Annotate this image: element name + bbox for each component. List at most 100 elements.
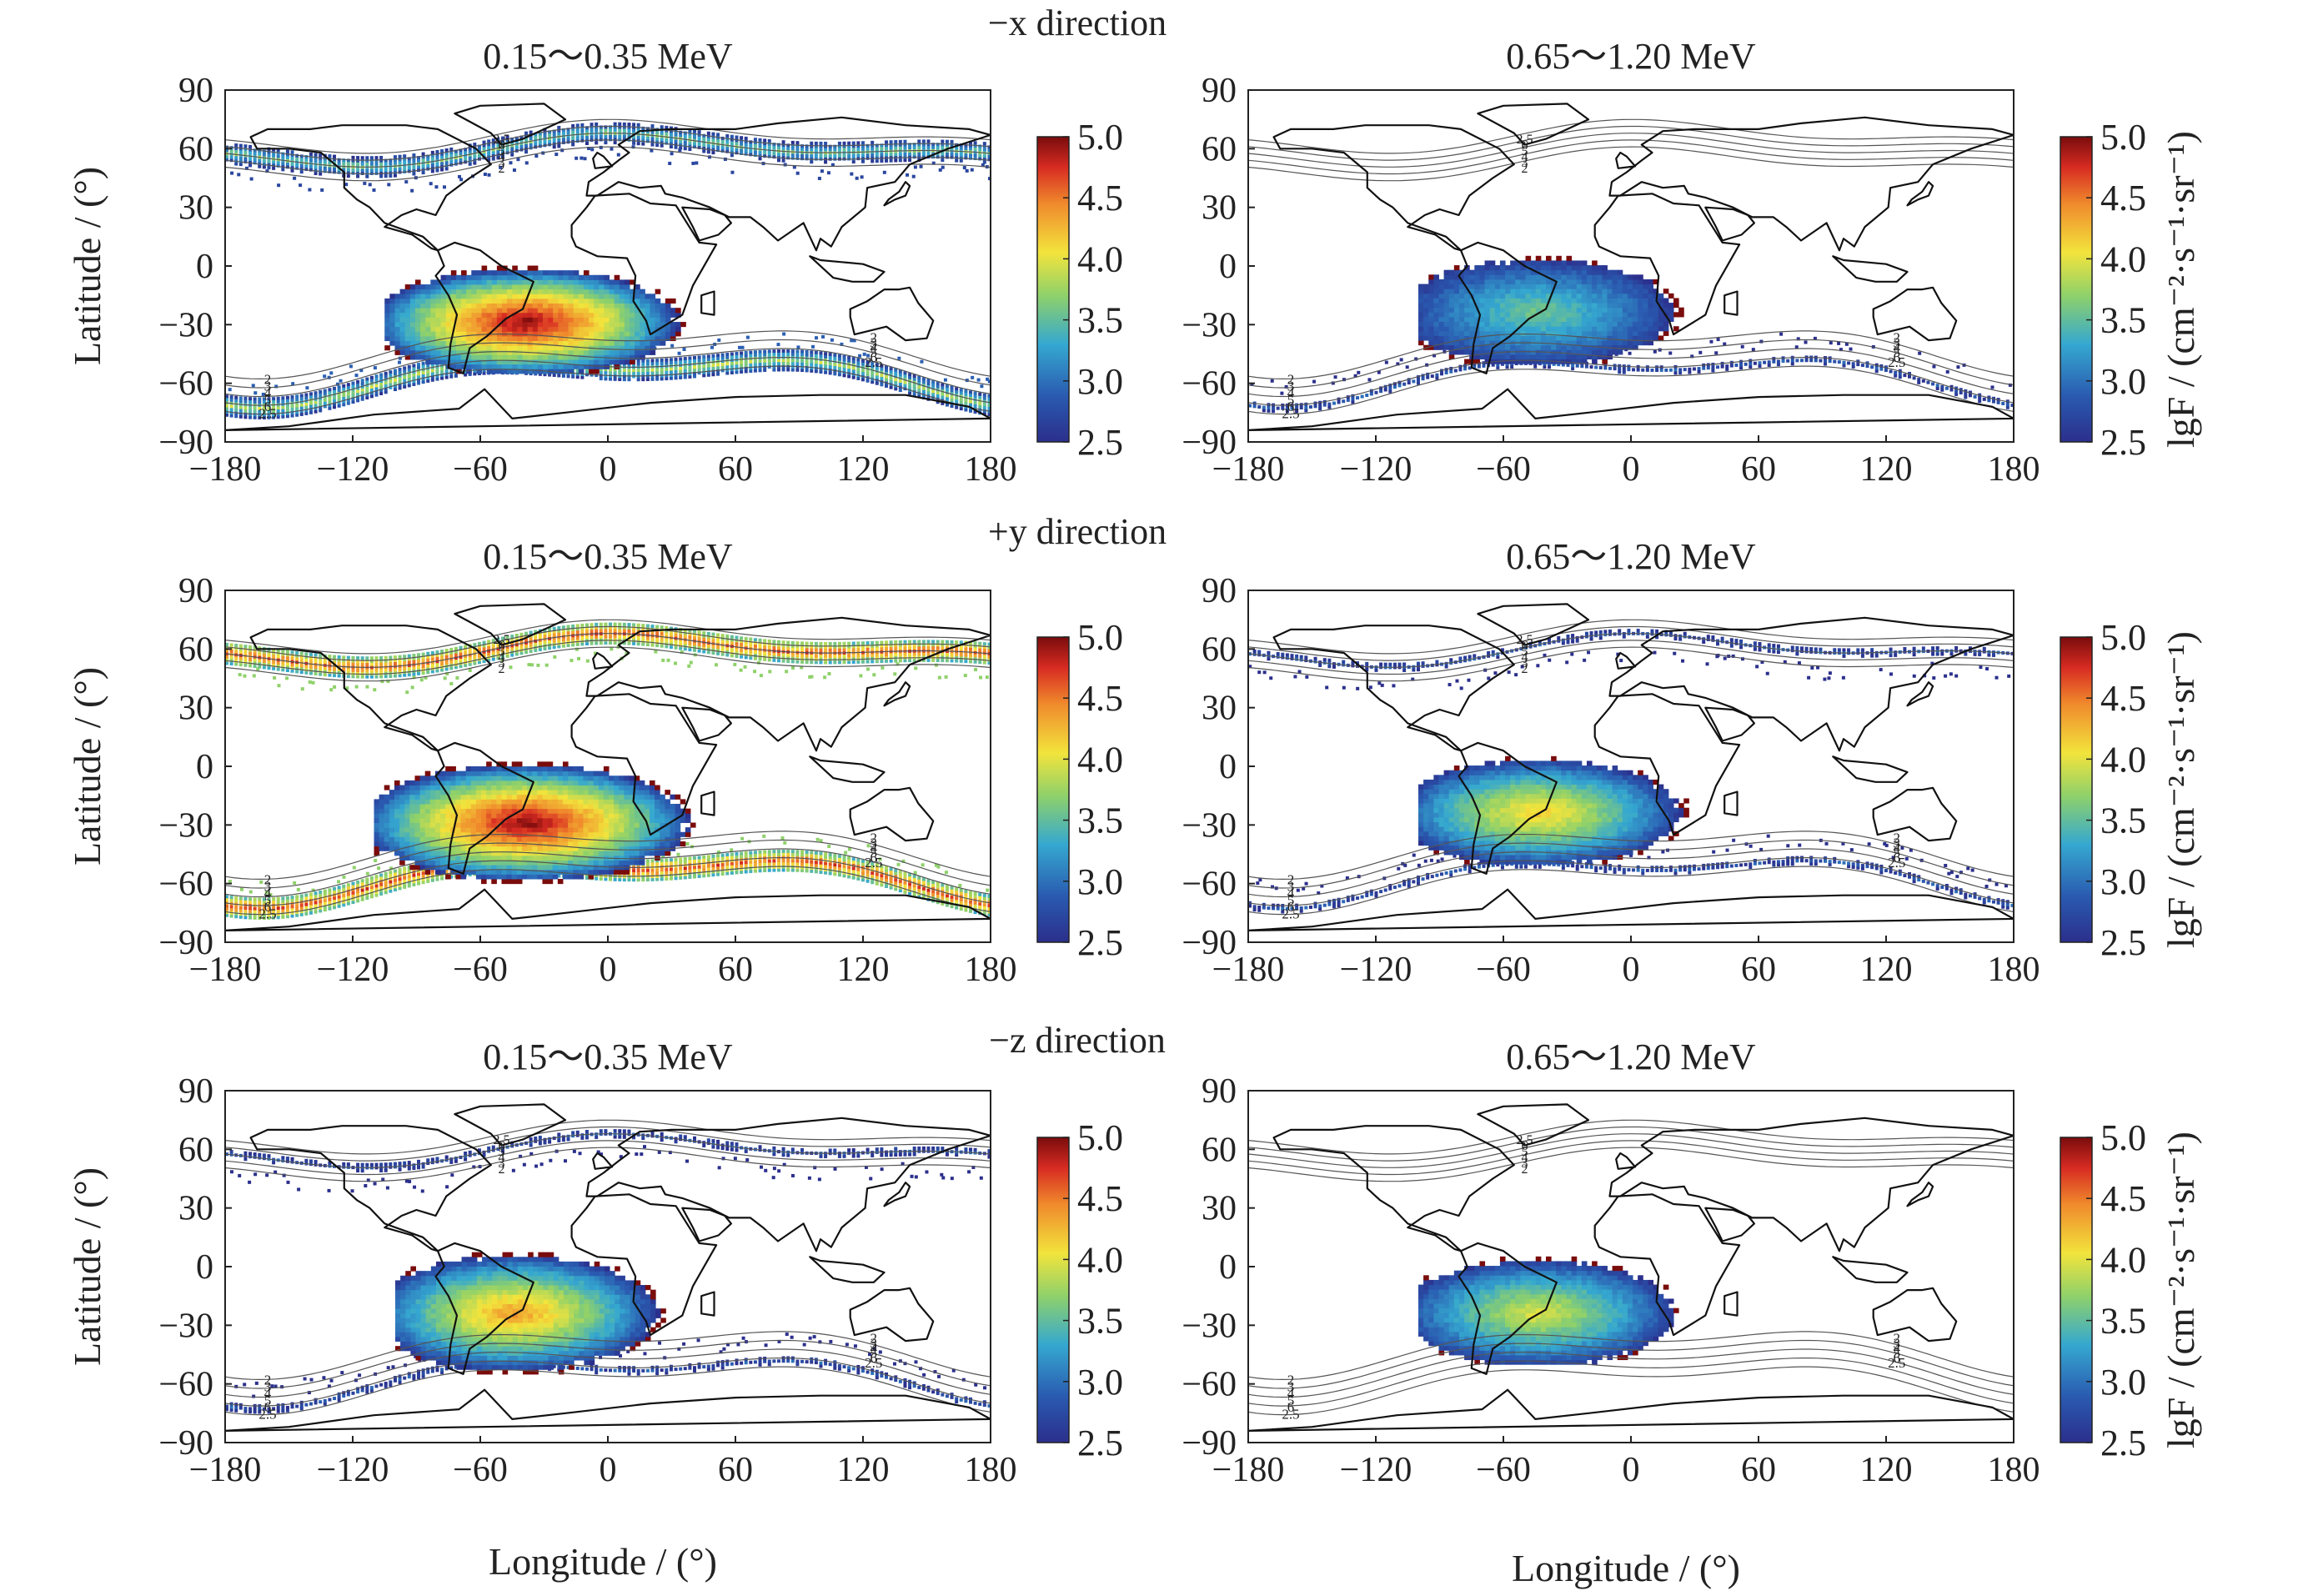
saa-cell <box>517 354 523 360</box>
saa-cell <box>532 322 539 328</box>
belt-point <box>674 373 678 377</box>
belt-point <box>238 663 243 667</box>
belt-point <box>328 397 332 401</box>
contour-line <box>1248 133 2014 168</box>
belt-point <box>894 380 898 384</box>
saa-cell <box>1525 298 1532 304</box>
belt-point <box>650 368 655 372</box>
saa-cell <box>517 349 523 355</box>
saa-cell <box>440 274 447 280</box>
belt-point <box>758 157 762 161</box>
saa-cell <box>1530 289 1537 294</box>
saa-cell <box>1586 316 1593 323</box>
belt-point <box>552 374 556 378</box>
saa-cell <box>1592 279 1598 285</box>
belt-point <box>575 127 580 131</box>
belt-point <box>913 165 917 169</box>
saa-cell <box>604 274 610 280</box>
saa-cell <box>435 289 442 294</box>
saa-cell <box>532 354 539 360</box>
belt-point <box>225 413 228 417</box>
saa-cell <box>1617 335 1623 341</box>
saa-cell <box>532 303 539 309</box>
saa-cell <box>604 294 610 299</box>
saa-cell <box>1586 303 1593 309</box>
belt-point <box>655 140 660 144</box>
saa-cell <box>466 308 472 314</box>
saa-cell <box>548 354 554 360</box>
saa-cell <box>1499 344 1506 350</box>
belt-point <box>1416 378 1420 382</box>
y-axis-label: Latitude / (°) <box>66 167 108 365</box>
belt-point <box>1898 372 1902 376</box>
saa-cell <box>1494 289 1501 294</box>
belt-point <box>609 377 613 381</box>
belt-point <box>543 131 547 135</box>
saa-cell <box>430 345 436 351</box>
saa-cell <box>409 331 416 337</box>
belt-point <box>295 657 299 661</box>
saa-cell <box>1586 298 1593 304</box>
saa-cell <box>1418 316 1424 323</box>
belt-point <box>894 368 898 372</box>
belt-point <box>880 367 884 371</box>
saa-cell <box>604 298 610 304</box>
belt-point <box>440 152 444 156</box>
belt-point <box>267 650 271 655</box>
saa-cell <box>440 340 447 346</box>
belt-point <box>921 377 926 381</box>
belt-point <box>290 669 294 673</box>
belt-point <box>850 339 854 343</box>
saa-cell <box>1653 293 1659 299</box>
saa-cell <box>425 312 431 318</box>
saa-cell <box>1423 293 1429 299</box>
saa-cell <box>614 284 620 290</box>
saa-cell <box>522 326 529 332</box>
belt-point <box>749 366 753 370</box>
saa-cell <box>481 308 488 314</box>
belt-point <box>875 147 879 151</box>
colorbar <box>1036 136 1070 443</box>
saa-cell <box>466 354 472 360</box>
belt-point <box>828 355 832 359</box>
saa-cell <box>450 335 457 342</box>
saa-cell <box>1617 269 1623 275</box>
saa-cell <box>1428 335 1434 341</box>
belt-point <box>389 385 393 389</box>
saa-cell <box>1546 335 1552 341</box>
saa-cell <box>1602 298 1608 304</box>
saa-cell <box>558 279 564 285</box>
belt-point <box>1912 376 1916 380</box>
saa-cell <box>568 335 574 342</box>
belt-point <box>772 359 776 363</box>
saa-cell <box>573 364 580 369</box>
belt-point <box>304 665 309 669</box>
saa-cell <box>414 340 421 346</box>
saa-cell <box>450 340 457 346</box>
belt-point <box>982 157 986 161</box>
belt-point <box>819 354 823 359</box>
belt-point <box>342 403 346 407</box>
saa-cell <box>1648 340 1654 346</box>
belt-point <box>299 167 304 171</box>
belt-point <box>1982 397 1986 401</box>
saa-cell <box>578 312 585 318</box>
belt-point <box>454 374 458 378</box>
saa-cell <box>583 274 590 280</box>
belt-point <box>871 370 875 374</box>
belt-point <box>749 350 753 354</box>
belt-point <box>314 394 318 398</box>
belt-point <box>234 662 238 666</box>
saa-cell <box>542 298 549 304</box>
belt-point <box>585 141 589 145</box>
saa-cell <box>604 312 610 318</box>
belt-point <box>1453 369 1458 373</box>
belt-point <box>632 374 636 379</box>
saa-cell <box>645 340 650 346</box>
belt-point <box>234 659 238 663</box>
saa-cell <box>1535 344 1542 350</box>
belt-point <box>678 148 682 152</box>
belt-point <box>1405 365 1409 369</box>
belt-point <box>1678 368 1683 372</box>
belt-point <box>912 146 916 150</box>
